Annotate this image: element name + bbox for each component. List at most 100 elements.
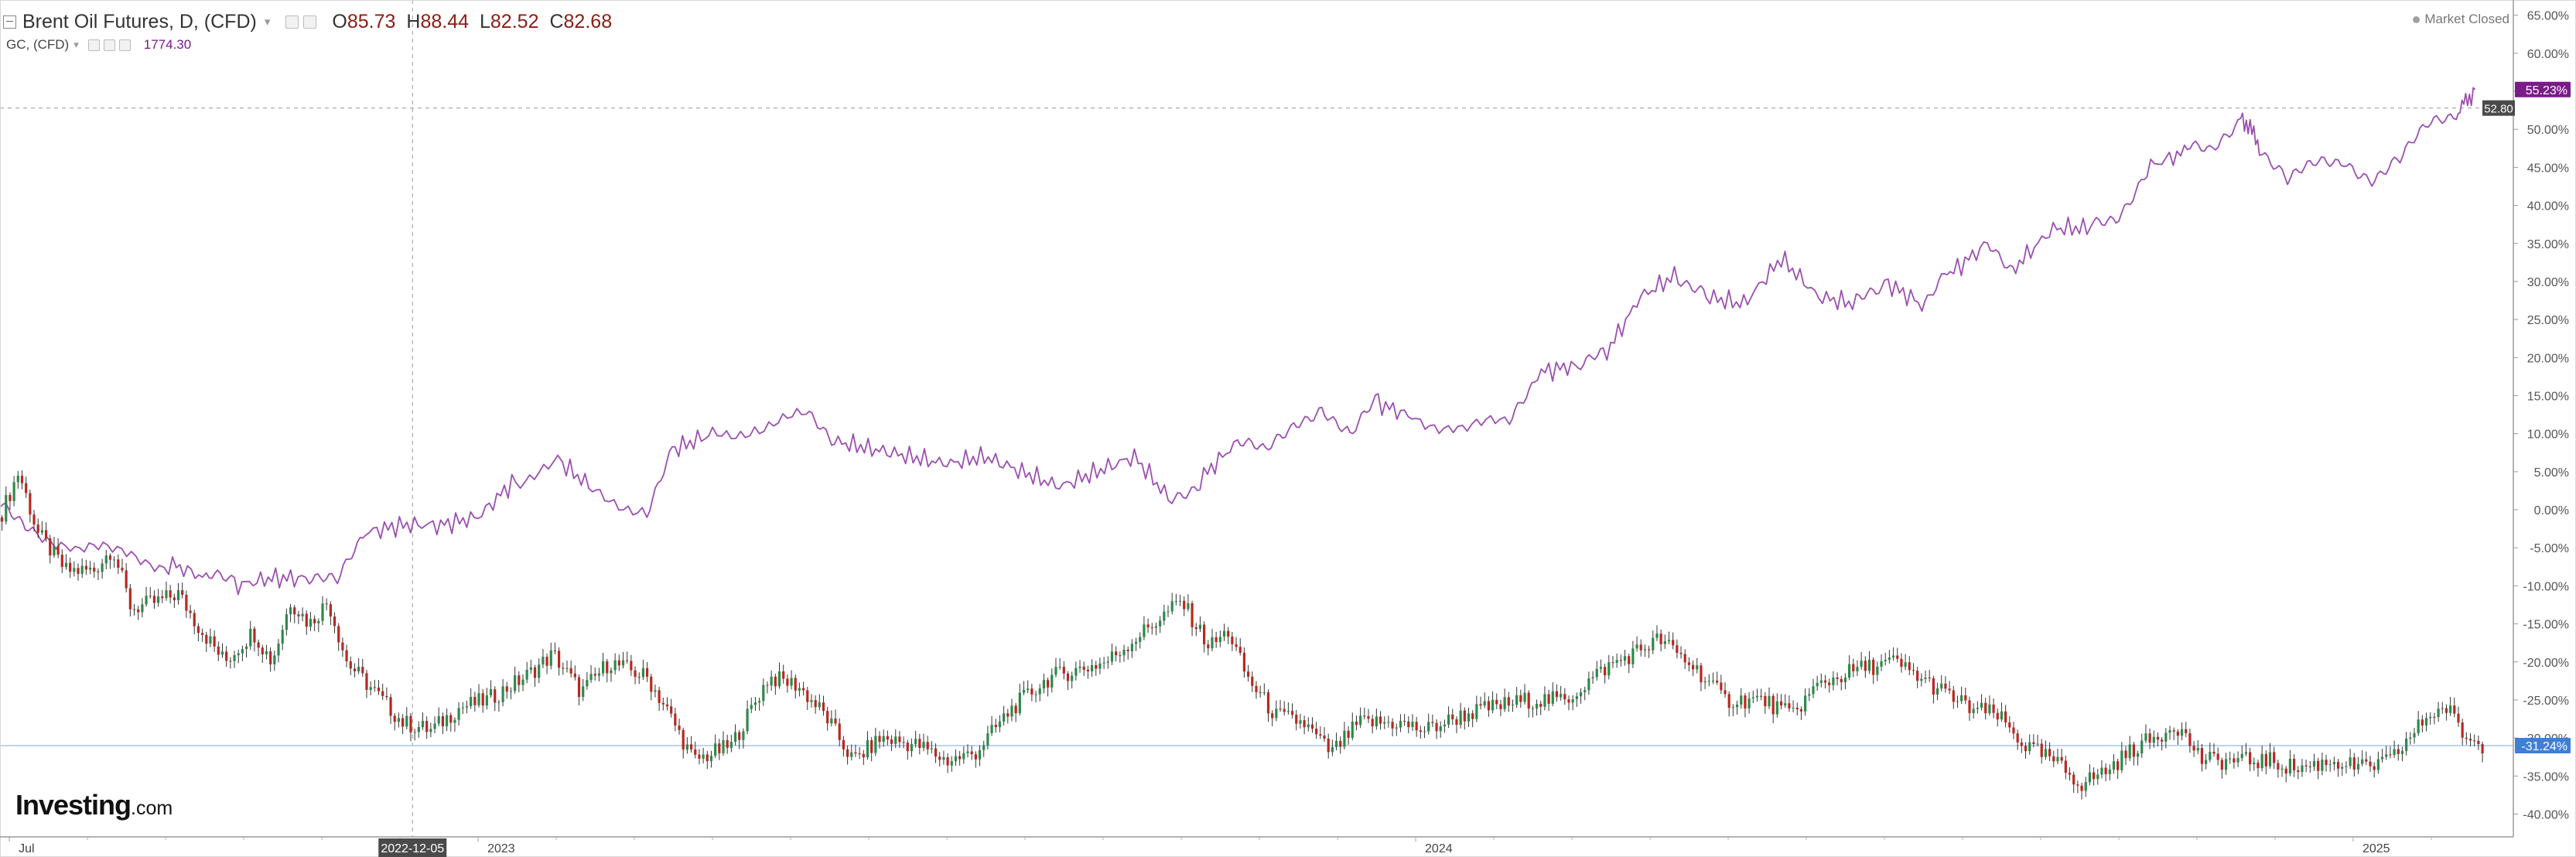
candle-body [321,603,324,621]
compare-series-value: 1774.30 [143,37,192,52]
settings-icon[interactable] [285,15,299,29]
candle-body [2405,739,2408,751]
x-axis-tick-label: 2024 [1425,842,1453,855]
candle-body [473,696,477,705]
compare-legend: GC, (CFD) ▾ 1774.30 [0,36,191,54]
candle-body [2328,764,2332,766]
candle-body [1908,662,1911,671]
candle-body [1262,692,1266,694]
candle-body [2481,744,2484,754]
candle-body [1843,678,1847,683]
candle-body [249,628,252,647]
candle-body [1703,681,1707,683]
candle-body [2108,769,2111,774]
candle-body [349,661,352,669]
candle-body [1010,705,1013,717]
candle-body [938,756,941,760]
candle-body [1731,707,1734,708]
candle-body [1255,685,1258,692]
candle-body [2008,722,2011,728]
candle-body [241,649,244,654]
candle-body [421,721,425,727]
candle-body [2072,774,2075,785]
close-icon[interactable] [118,39,131,51]
candle-body [1935,688,1939,695]
candle-body [1459,710,1462,726]
candle-body [244,646,248,650]
candle-body [470,696,473,706]
oil-series [0,470,2484,800]
high-label: H [406,10,421,32]
candle-body [2200,748,2204,764]
candle-body [1659,633,1662,644]
candle-body [453,719,456,723]
candle-body [1647,649,1651,650]
candle-body [1379,716,1382,724]
hide-icon[interactable] [103,39,115,51]
hide-icon[interactable] [303,15,317,29]
candle-body [1290,711,1294,715]
compare-series-title[interactable]: GC, (CFD) [6,37,70,52]
candle-body [305,613,308,627]
candle-body [1507,697,1510,706]
candle-body [1884,660,1887,661]
candle-body [2229,758,2232,760]
candle-body [2156,736,2160,740]
candle-body [93,567,96,572]
candle-body [514,675,517,691]
close-label: C [549,10,564,32]
candle-body [309,619,313,627]
candle-body [2233,758,2236,763]
candle-body [810,700,813,702]
candle-body [2212,751,2216,754]
chevron-down-icon[interactable]: ▾ [264,15,271,29]
candle-body [1571,698,1574,703]
candle-body [1191,603,1194,627]
candle-body [1022,689,1026,693]
candle-body [2477,740,2480,745]
candle-body [1768,695,1771,707]
candle-body [213,636,216,647]
candle-body [1996,712,1999,720]
candle-body [2168,730,2171,733]
candle-body [1018,692,1021,714]
candle-body [1415,722,1418,731]
candle-body [2249,752,2252,765]
candle-body [733,732,737,743]
candle-body [934,748,938,757]
collapse-icon[interactable] [3,15,16,29]
main-series-title[interactable]: Brent Oil Futures, D, (CFD) [22,10,257,32]
candle-body [16,476,19,483]
candle-body [606,661,609,674]
candle-body [1779,701,1783,706]
candle-body [1819,680,1823,683]
candle-body [2304,765,2308,767]
candle-body [926,742,929,749]
candle-body [2397,749,2400,754]
candle-body [1051,674,1054,688]
candle-body [698,754,701,759]
candle-body [1523,692,1526,702]
candle-body [88,567,92,570]
candle-body [553,650,557,651]
candle-body [874,736,877,753]
candle-body [185,595,188,611]
candle-body [1455,719,1458,726]
oil-last-value-badge-bg [2515,737,2571,753]
candle-body [521,679,524,685]
candle-body [1867,659,1871,671]
candle-body [1804,695,1807,712]
candle-body [718,743,721,753]
candle-body [2288,758,2292,773]
candle-body [1823,680,1827,683]
candle-body [1667,640,1671,641]
candle-body [113,559,116,561]
candle-body [2457,713,2460,723]
chevron-down-icon[interactable]: ▾ [73,39,79,50]
candle-body [597,673,601,676]
candle-body [121,568,124,571]
candle-body [786,678,789,686]
candle-body [1984,702,1987,714]
settings-icon[interactable] [87,39,100,51]
